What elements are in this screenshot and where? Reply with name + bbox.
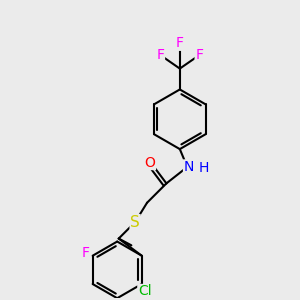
- Text: O: O: [145, 155, 155, 170]
- Text: N: N: [184, 160, 194, 174]
- Text: F: F: [176, 36, 184, 50]
- Text: F: F: [81, 246, 89, 260]
- Text: S: S: [130, 215, 140, 230]
- Text: Cl: Cl: [138, 284, 152, 298]
- Text: F: F: [156, 48, 164, 62]
- Text: F: F: [195, 48, 203, 62]
- Text: H: H: [199, 161, 209, 175]
